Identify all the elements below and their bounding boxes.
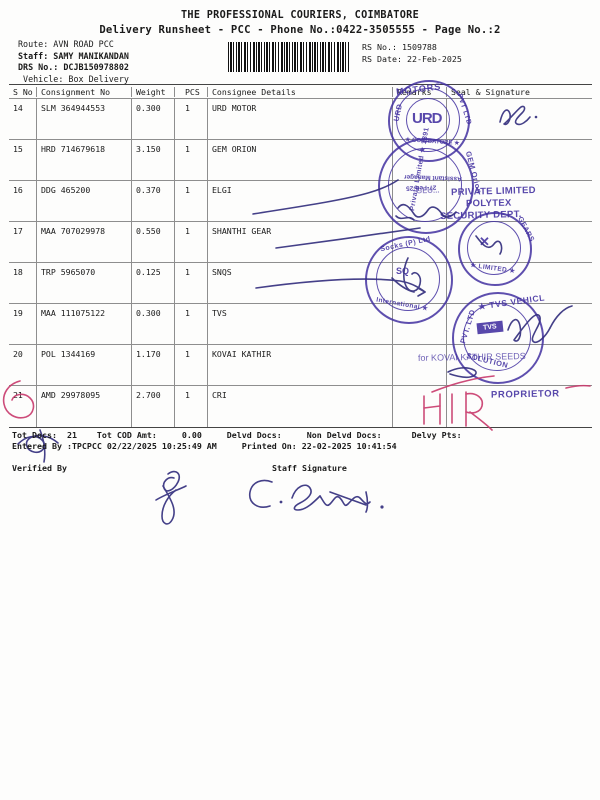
cell-pcs: 1 <box>175 181 208 221</box>
consignment-table: S No Consignment No Weight PCS Consignee… <box>9 84 592 428</box>
cell-remarks <box>393 99 447 139</box>
cell-consignee: ELGI <box>208 181 393 221</box>
cell-pcs: 1 <box>175 222 208 262</box>
table-row: 20 POL 1344169 1.170 1 KOVAI KATHIR <box>9 345 592 386</box>
cell-consignment-no: HRD 714679618 <box>37 140 132 180</box>
cell-remarks <box>393 263 447 303</box>
cell-seal <box>447 222 592 262</box>
entered-by-line: Entered By :TPCPCC 02/22/2025 10:25:49 A… <box>12 441 397 451</box>
cell-pcs: 1 <box>175 99 208 139</box>
table-body: 14 SLM 364944553 0.300 1 URD MOTOR 15 HRD 7146… <box>9 99 592 427</box>
cell-remarks <box>393 345 447 385</box>
table-row: 19 MAA 111075122 0.300 1 TVS <box>9 304 592 345</box>
cell-consignee: KOVAI KATHIR <box>208 345 393 385</box>
column-header-weight: Weight <box>132 86 175 97</box>
cell-pcs: 1 <box>175 345 208 385</box>
cell-weight: 0.300 <box>132 99 175 139</box>
cell-sno: 18 <box>9 263 37 303</box>
cell-weight: 0.370 <box>132 181 175 221</box>
cell-seal <box>447 304 592 344</box>
route-label: Route: AVN ROAD PCC <box>18 39 114 49</box>
vehicle-label: Vehicle: Box Delivery <box>18 73 129 84</box>
rs-no-label: RS No.: 1509788 <box>362 42 437 52</box>
cell-consignee: SNQS <box>208 263 393 303</box>
header-meta-right: RS No.: 1509788 RS Date: 22-Feb-2025 <box>362 42 462 65</box>
table-row: 18 TRP 5965070 0.125 1 SNQS <box>9 263 592 304</box>
cell-pcs: 1 <box>175 386 208 427</box>
column-header-consignee: Consignee Details <box>208 86 393 97</box>
cell-pcs: 1 <box>175 263 208 303</box>
column-header-consignment-no: Consignment No <box>37 86 132 97</box>
table-row: 14 SLM 364944553 0.300 1 URD MOTOR <box>9 99 592 140</box>
header-meta-left: Route: AVN ROAD PCC Staff: SAMY MANIKAND… <box>18 39 129 85</box>
cell-consignment-no: POL 1344169 <box>37 345 132 385</box>
table-row: 15 HRD 714679618 3.150 1 GEM ORION <box>9 140 592 181</box>
cell-seal <box>447 345 592 385</box>
verified-by-label: Verified By <box>12 463 67 473</box>
ink-staff-signature-tail <box>365 491 369 513</box>
cell-weight: 0.550 <box>132 222 175 262</box>
cell-consignee: SHANTHI GEAR <box>208 222 393 262</box>
cell-seal <box>447 181 592 221</box>
cell-weight: 0.300 <box>132 304 175 344</box>
cell-sno: 19 <box>9 304 37 344</box>
column-header-remarks: Remarks <box>393 86 447 97</box>
cell-sno: 21 <box>9 386 37 427</box>
table-row: 21 AMD 29978095 2.700 1 CRI <box>9 386 592 427</box>
cell-consignment-no: TRP 5965070 <box>37 263 132 303</box>
ink-staff-signature-cross <box>329 491 367 506</box>
cell-weight: 3.150 <box>132 140 175 180</box>
cell-sno: 20 <box>9 345 37 385</box>
cell-consignment-no: AMD 29978095 <box>37 386 132 427</box>
column-header-sno: S No <box>9 86 37 97</box>
barcode-image <box>228 42 350 72</box>
cell-consignee: TVS <box>208 304 393 344</box>
cell-weight: 2.700 <box>132 386 175 427</box>
cell-consignment-no: MAA 111075122 <box>37 304 132 344</box>
drs-no-label: DRS No.: DCJB150978802 <box>18 62 129 73</box>
ink-staff-signature-s <box>291 484 321 511</box>
table-row: 16 DDG 465200 0.370 1 ELGI <box>9 181 592 222</box>
cell-consignment-no: SLM 364944553 <box>37 99 132 139</box>
cell-remarks <box>393 304 447 344</box>
cell-seal <box>447 140 592 180</box>
cell-seal <box>447 99 592 139</box>
cell-sno: 14 <box>9 99 37 139</box>
column-header-pcs: PCS <box>175 86 208 97</box>
table-row: 17 MAA 707029978 0.550 1 SHANTHI GEAR <box>9 222 592 263</box>
ink-staff-signature-c <box>248 479 273 508</box>
cell-weight: 1.170 <box>132 345 175 385</box>
totals-line: Tot Docs: 21 Tot COD Amt: 0.00 Delvd Doc… <box>12 430 462 440</box>
table-header-row: S No Consignment No Weight PCS Consignee… <box>9 85 592 99</box>
cell-remarks <box>393 222 447 262</box>
cell-pcs: 1 <box>175 140 208 180</box>
cell-seal <box>447 386 592 427</box>
ink-signature-middle2 <box>161 485 177 525</box>
cell-sno: 15 <box>9 140 37 180</box>
staff-signature-label: Staff Signature <box>272 463 347 473</box>
cell-weight: 0.125 <box>132 263 175 303</box>
cell-remarks <box>393 386 447 427</box>
column-header-seal: Seal & Signature <box>451 86 530 97</box>
cell-consignee: URD MOTOR <box>208 99 393 139</box>
cell-consignee: GEM ORION <box>208 140 393 180</box>
cell-consignment-no: MAA 707029978 <box>37 222 132 262</box>
cell-remarks <box>393 140 447 180</box>
ink-signature-middle <box>162 470 181 492</box>
ink-staff-signature-rest <box>319 495 371 507</box>
cell-consignment-no: DDG 465200 <box>37 181 132 221</box>
company-title: THE PROFESSIONAL COURIERS, COIMBATORE <box>180 10 420 21</box>
cell-remarks <box>393 181 447 221</box>
staff-label: Staff: SAMY MANIKANDAN <box>18 50 129 61</box>
cell-seal <box>447 263 592 303</box>
cell-sno: 16 <box>9 181 37 221</box>
ink-signature-middle3 <box>155 485 187 501</box>
document-subtitle: Delivery Runsheet - PCC - Phone No.:0422… <box>99 24 501 36</box>
rs-date-label: RS Date: 22-Feb-2025 <box>362 53 462 64</box>
cell-consignee: CRI <box>208 386 393 427</box>
cell-sno: 17 <box>9 222 37 262</box>
cell-pcs: 1 <box>175 304 208 344</box>
